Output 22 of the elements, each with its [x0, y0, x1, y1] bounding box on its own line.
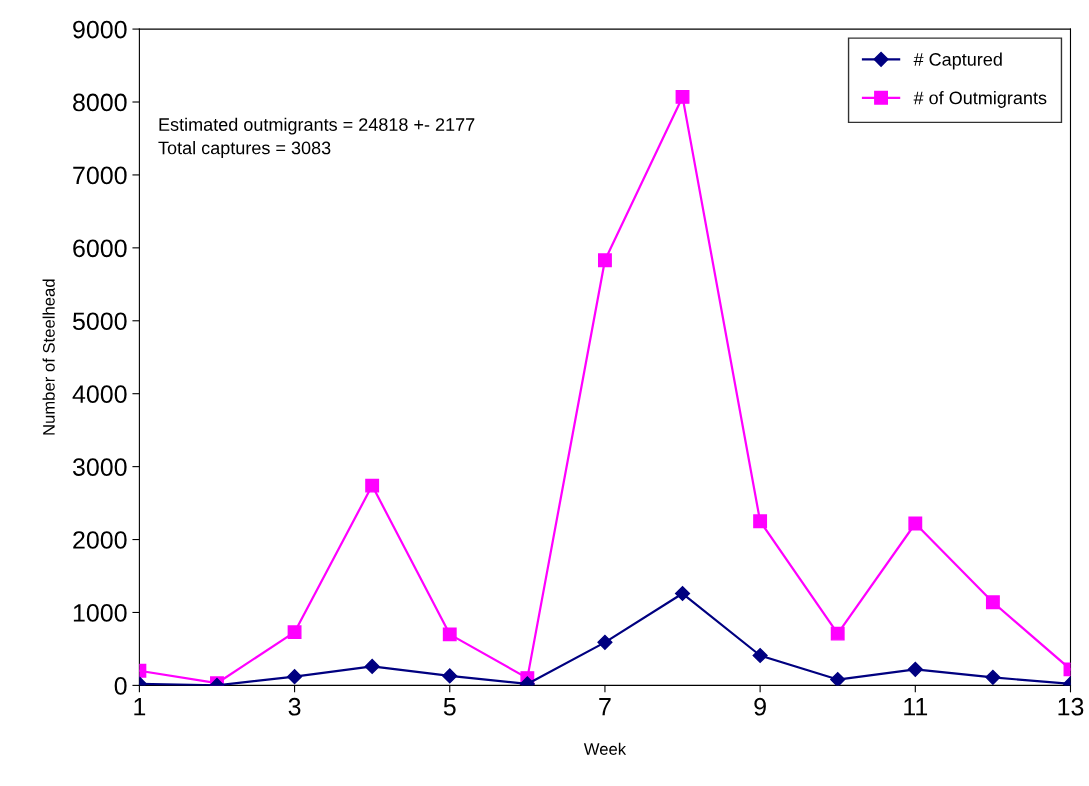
x-tick-label: 7 [599, 698, 611, 716]
y-tick-label: 2000 [73, 531, 127, 549]
legend-label: # Captured [913, 52, 1002, 70]
y-tick-label: 7000 [73, 166, 127, 185]
legend-label: # of Outmigrants [913, 91, 1047, 108]
y-tick-label: 6000 [73, 239, 127, 258]
x-tick-label: 9 [754, 697, 766, 716]
y-tick-label: 3000 [72, 458, 127, 476]
x-axis-title: Week [583, 742, 627, 755]
x-tick-label: 5 [443, 698, 456, 716]
x-tick-label: 1 [134, 698, 146, 716]
x-tick-label: 11 [904, 698, 928, 716]
annotation: Estimated outmigrants = 24818 +- 2177 Total captures = 3083 [158, 117, 475, 158]
y-tick-label: 0 [114, 676, 127, 695]
y-tick-label: 4000 [72, 385, 127, 403]
x-tick-label: 13 [1058, 697, 1084, 716]
y-tick-label: 1000 [73, 604, 127, 622]
y-tick-label: 5000 [72, 312, 127, 331]
y-tick-label: 9000 [73, 20, 127, 39]
y-tick-label: 8000 [73, 93, 127, 112]
y-axis-title: Number of Steelhead [42, 279, 55, 435]
x-tick-label: 3 [288, 697, 301, 716]
